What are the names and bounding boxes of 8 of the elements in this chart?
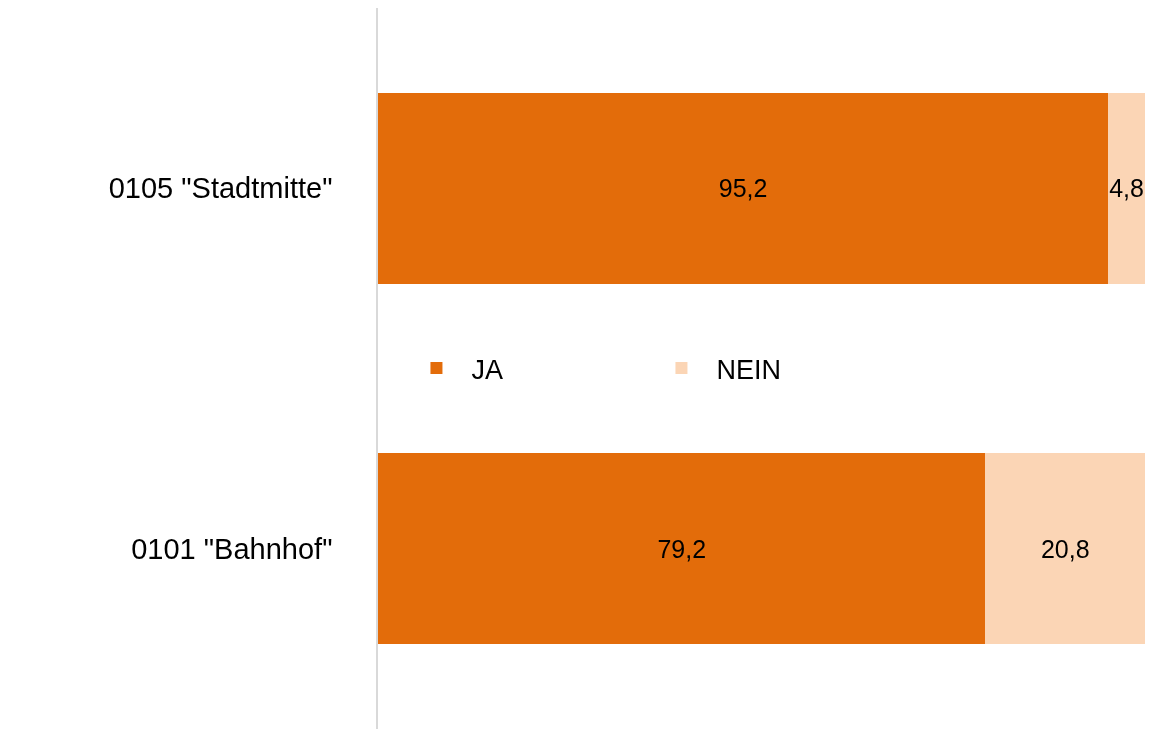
data-label: 79,2 [657,534,707,563]
legend-label: JA [471,354,503,385]
y-tick-label: 0101 "Bahnhof" [131,532,333,565]
data-label: 95,2 [718,174,768,203]
data-label: 4,8 [1109,174,1144,203]
data-label: 20,8 [1040,534,1090,563]
legend-label: NEIN [716,354,781,385]
y-tick-label: 0105 "Stadtmitte" [108,172,333,205]
